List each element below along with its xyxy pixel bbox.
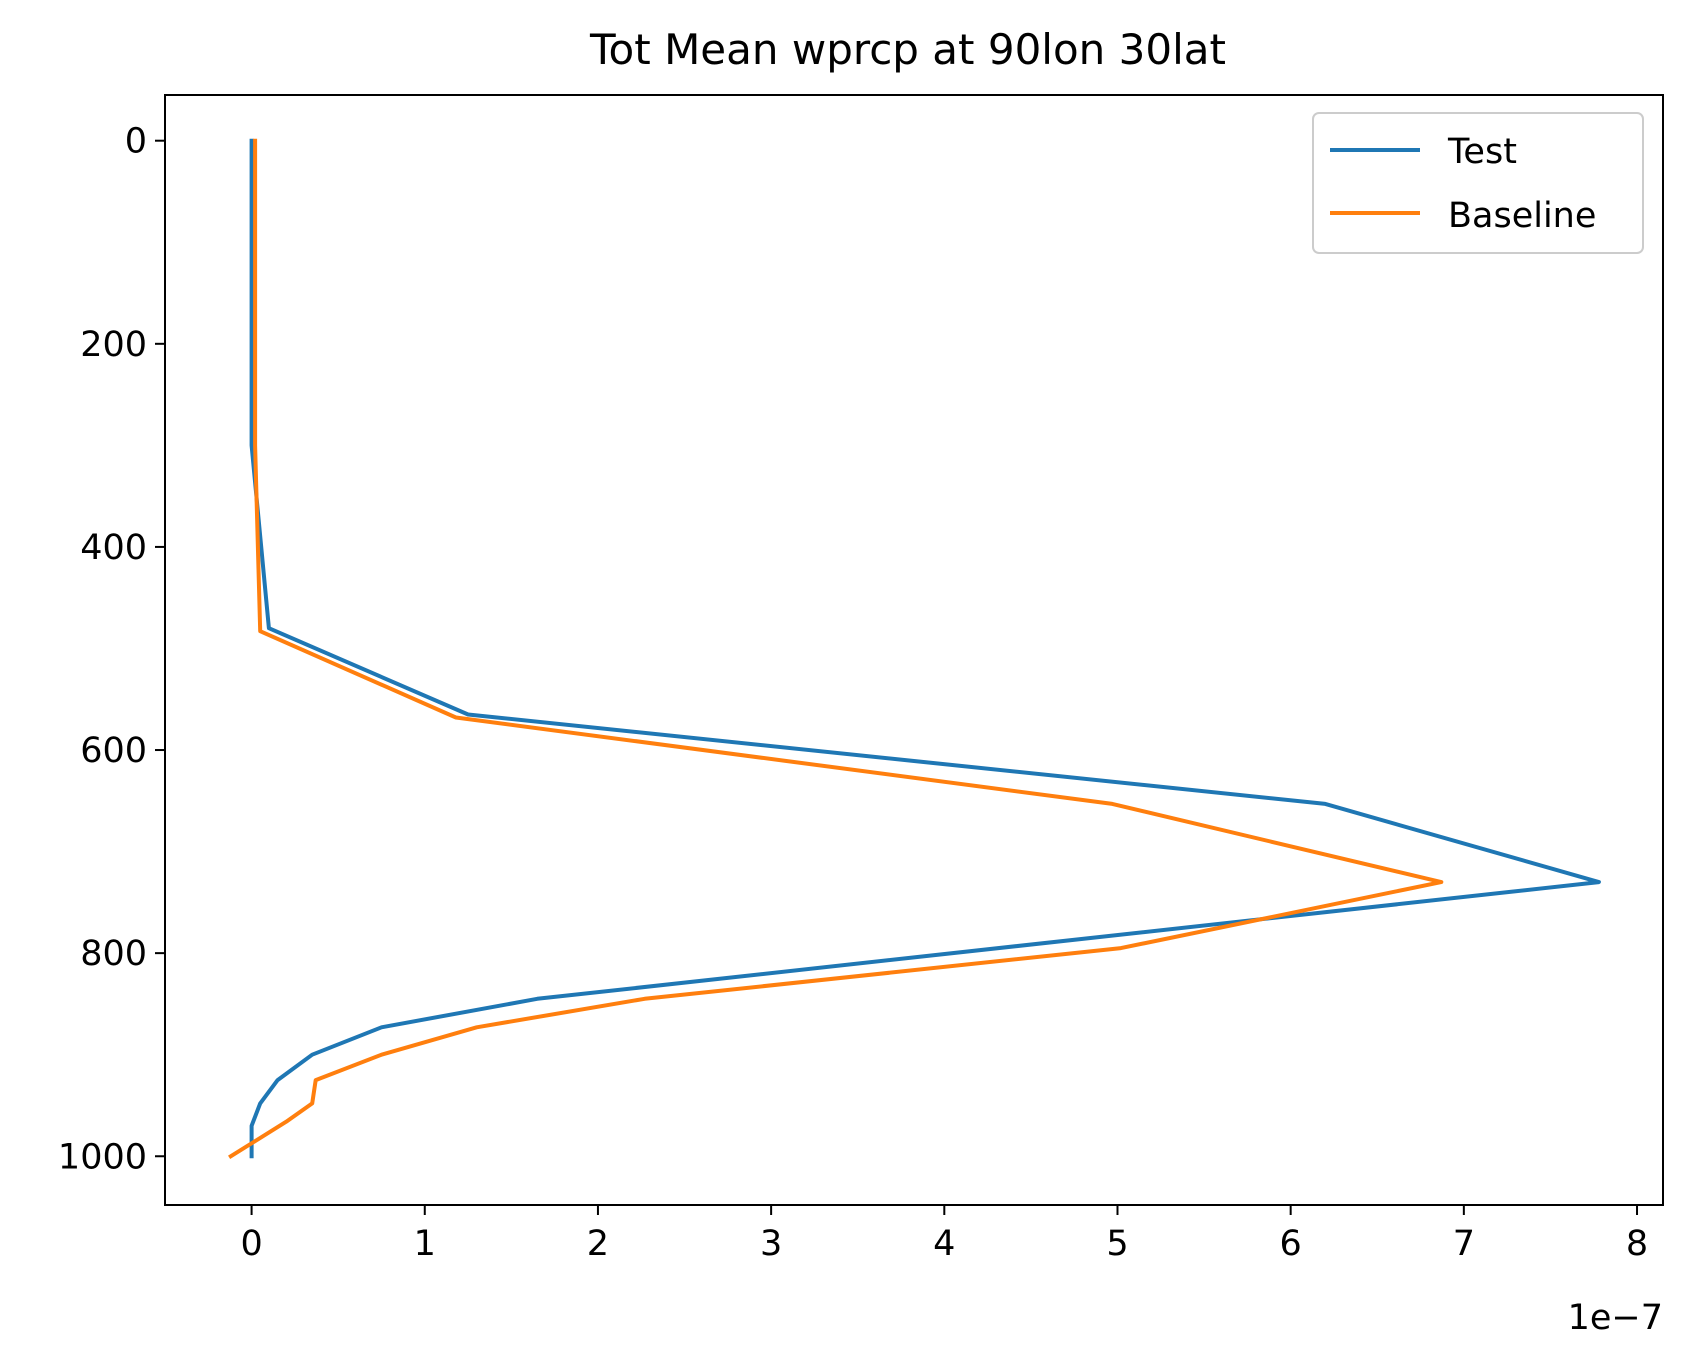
y-tick-label: 400 <box>80 528 147 568</box>
x-tick-label: 8 <box>1626 1224 1648 1264</box>
series-line-baseline <box>228 138 1444 1160</box>
x-tick-label: 4 <box>933 1224 955 1264</box>
x-tick-label: 2 <box>587 1224 609 1264</box>
x-tick-label: 3 <box>760 1224 782 1264</box>
x-axis-offset-text: 1e−7 <box>1568 1298 1663 1338</box>
legend-label-test: Test <box>1447 132 1517 172</box>
y-tick-label: 1000 <box>58 1137 147 1177</box>
y-axis-ticks: 0 200 400 600 800 1000 <box>58 122 165 1177</box>
legend: Test Baseline <box>1312 112 1644 254</box>
series-layer <box>228 138 1601 1160</box>
plot-frame <box>164 94 1664 1206</box>
x-tick-label: 0 <box>240 1224 262 1264</box>
x-tick-label: 1 <box>414 1224 436 1264</box>
x-tick-label: 7 <box>1453 1224 1475 1264</box>
y-tick-label: 0 <box>125 122 147 162</box>
y-tick-label: 600 <box>80 731 147 771</box>
y-tick-label: 200 <box>80 325 147 365</box>
x-tick-label: 5 <box>1106 1224 1128 1264</box>
x-tick-label: 6 <box>1280 1224 1302 1264</box>
legend-label-baseline: Baseline <box>1448 196 1596 236</box>
chart-title: Tot Mean wprcp at 90lon 30lat <box>589 25 1226 74</box>
y-tick-label: 800 <box>80 934 147 974</box>
x-axis-ticks: 0 1 2 3 4 5 6 7 8 <box>240 1205 1648 1264</box>
